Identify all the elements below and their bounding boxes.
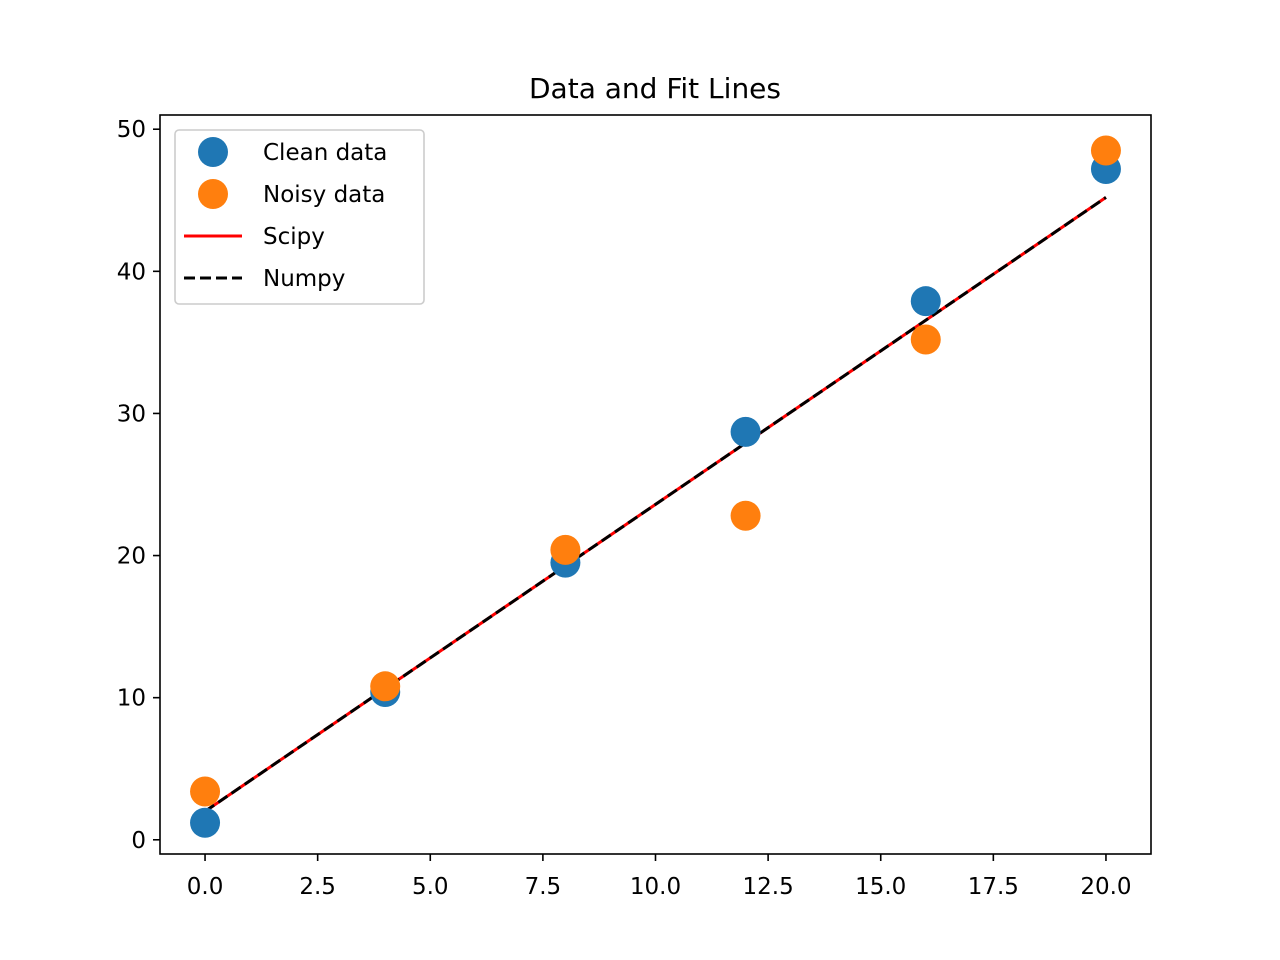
x-axis: 0.0 2.5 5.0 7.5 10.0 12.5 15.0 17.5 20.0 (187, 854, 1132, 900)
legend-label: Noisy data (263, 182, 385, 208)
x-tick-label: 10.0 (630, 874, 681, 900)
noisy-data-point (550, 534, 581, 565)
x-tick-label: 12.5 (743, 874, 794, 900)
x-tick-label: 0.0 (187, 874, 224, 900)
y-tick-label: 10 (117, 686, 146, 712)
clean-data-point (190, 807, 221, 838)
noisy-data-point (730, 500, 761, 531)
x-tick-label: 2.5 (299, 874, 336, 900)
legend-marker (198, 137, 228, 167)
y-tick-label: 30 (117, 401, 146, 427)
noisy-data-point (370, 671, 401, 702)
clean-data-point (730, 416, 761, 447)
y-axis: 0 10 20 30 40 50 (117, 117, 160, 854)
scatter-points (190, 135, 1121, 838)
legend: Clean data Noisy data Scipy Numpy (174, 129, 425, 305)
legend-label: Clean data (263, 140, 387, 166)
x-tick-label: 20.0 (1080, 874, 1131, 900)
legend-label: Numpy (263, 266, 345, 292)
x-tick-label: 5.0 (412, 874, 449, 900)
x-tick-label: 17.5 (968, 874, 1019, 900)
clean-data-point (910, 286, 941, 317)
chart-title: Data and Fit Lines (529, 72, 781, 105)
x-tick-label: 15.0 (855, 874, 906, 900)
y-tick-label: 20 (117, 544, 146, 570)
noisy-data-point (910, 324, 941, 355)
noisy-data-point (1090, 135, 1121, 166)
y-tick-label: 40 (117, 259, 146, 285)
fit-lines (204, 196, 1107, 813)
noisy-data-point (190, 776, 221, 807)
x-tick-label: 7.5 (525, 874, 562, 900)
legend-label: Scipy (263, 224, 325, 250)
y-tick-label: 0 (131, 828, 146, 854)
legend-marker (198, 179, 228, 209)
legend-box (174, 129, 425, 305)
y-tick-label: 50 (117, 117, 146, 143)
numpy-fit-line (204, 196, 1107, 813)
